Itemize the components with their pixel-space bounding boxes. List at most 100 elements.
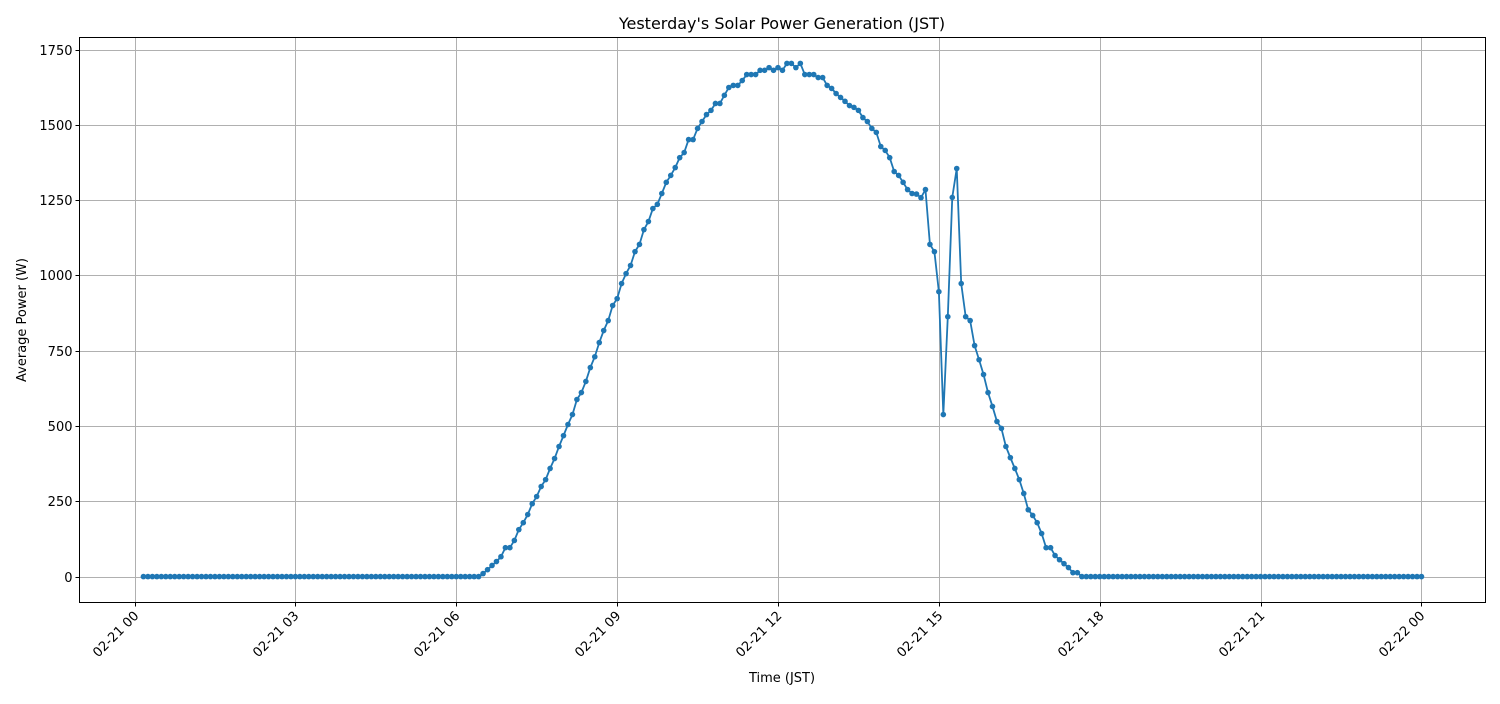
data-point — [431, 573, 437, 580]
data-point — [743, 71, 750, 78]
data-point — [1038, 530, 1045, 537]
data-point — [270, 573, 276, 580]
data-point — [1391, 573, 1398, 580]
data-point — [945, 313, 951, 320]
data-point — [547, 465, 553, 472]
data-point — [538, 483, 544, 490]
data-point — [752, 71, 759, 78]
data-point — [1235, 573, 1242, 580]
data-point — [654, 201, 661, 208]
data-point — [739, 77, 746, 84]
data-point — [1257, 573, 1264, 580]
data-point — [1155, 573, 1161, 580]
data-point — [851, 104, 857, 111]
data-point — [927, 241, 933, 248]
data-point — [556, 443, 562, 450]
data-point — [1163, 573, 1170, 580]
data-point — [855, 107, 862, 114]
data-point — [1128, 573, 1134, 580]
data-point — [681, 149, 687, 156]
data-point — [1052, 552, 1058, 559]
data-point — [1083, 573, 1090, 580]
data-point — [274, 573, 281, 580]
data-point — [355, 573, 361, 580]
data-point — [511, 537, 518, 544]
data-point — [1244, 573, 1250, 580]
data-point — [189, 573, 196, 580]
data-point — [886, 154, 893, 161]
data-point — [913, 191, 920, 197]
data-point — [1280, 573, 1286, 580]
data-point — [1387, 573, 1393, 580]
data-point — [221, 573, 227, 580]
data-point — [529, 500, 536, 507]
data-point — [810, 71, 817, 78]
data-point — [1141, 573, 1148, 580]
data-point — [440, 573, 446, 580]
data-point — [1065, 564, 1072, 571]
data-point — [721, 92, 728, 99]
data-point — [694, 125, 701, 132]
data-point — [1333, 573, 1340, 580]
data-point — [1311, 573, 1318, 580]
data-point — [292, 573, 299, 580]
data-point — [507, 544, 513, 551]
data-point — [998, 425, 1005, 432]
chart-title: Yesterday's Solar Power Generation (JST) — [618, 14, 945, 33]
data-point — [310, 573, 317, 580]
data-point — [1405, 573, 1411, 580]
data-point — [1132, 573, 1139, 580]
data-point — [319, 573, 326, 580]
data-point — [498, 553, 504, 560]
data-point — [158, 573, 165, 580]
data-point — [176, 573, 182, 580]
data-point — [1284, 573, 1291, 580]
data-point — [516, 526, 522, 533]
data-point — [877, 143, 884, 150]
data-point — [1016, 476, 1023, 483]
data-point — [1414, 573, 1420, 580]
data-point — [247, 573, 254, 580]
data-point — [1186, 573, 1192, 580]
data-point — [717, 100, 723, 107]
data-point — [1222, 573, 1228, 580]
data-point — [1114, 573, 1121, 580]
data-point — [824, 82, 830, 89]
data-point — [203, 573, 209, 580]
data-point — [904, 186, 911, 193]
y-tick-label: 1250 — [39, 194, 72, 209]
data-point — [1195, 573, 1201, 580]
data-point — [569, 411, 576, 418]
data-point — [323, 573, 330, 580]
data-point — [1043, 544, 1049, 551]
data-point — [163, 573, 169, 580]
data-point — [882, 147, 889, 154]
data-point — [408, 573, 415, 580]
data-point — [466, 573, 473, 580]
data-point — [837, 94, 844, 101]
data-point — [734, 82, 741, 89]
data-point — [962, 313, 969, 320]
data-point — [757, 67, 763, 74]
data-point — [802, 71, 808, 78]
data-point — [793, 64, 799, 71]
data-point — [690, 136, 696, 143]
data-point — [1029, 512, 1036, 519]
data-point — [314, 573, 321, 580]
data-point — [1217, 573, 1224, 580]
data-point — [891, 168, 897, 175]
data-point — [185, 573, 191, 580]
data-point — [989, 403, 996, 410]
data-point — [301, 573, 308, 580]
data-point — [730, 82, 737, 89]
data-point — [1168, 573, 1175, 580]
data-point — [712, 100, 719, 107]
data-point — [614, 295, 620, 302]
data-point — [560, 432, 567, 439]
data-point — [413, 573, 419, 580]
data-point — [225, 573, 232, 580]
data-point — [578, 389, 585, 396]
data-point — [1181, 573, 1188, 580]
data-point — [980, 371, 987, 378]
data-point — [659, 190, 665, 197]
